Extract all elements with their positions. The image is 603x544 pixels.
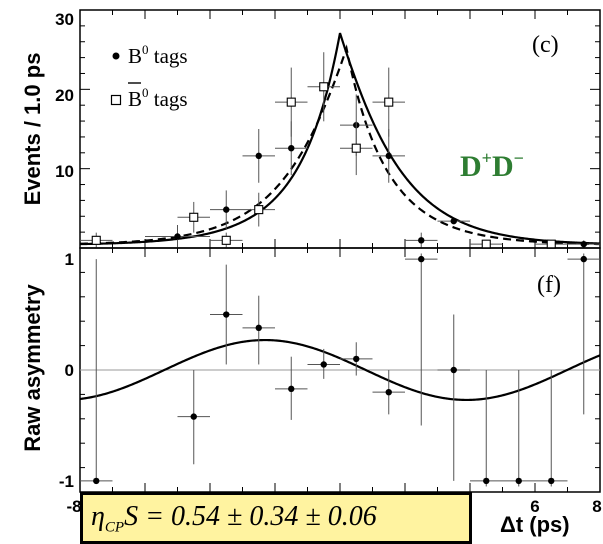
data-point-circle <box>288 144 295 152</box>
data-point-square <box>286 97 296 107</box>
bottom-ytick-label: 1 <box>65 250 74 269</box>
bottom-ytick-labels: -1 0 1 <box>59 250 74 491</box>
data-point-square <box>189 212 199 222</box>
data-point-square <box>351 143 361 153</box>
formula-subscript: CP <box>104 519 125 536</box>
xtick-label: 8 <box>592 497 601 516</box>
top-ytick-label: 10 <box>55 162 74 181</box>
data-point-square <box>319 82 329 92</box>
data-point-circle <box>223 206 230 213</box>
data-point-circle <box>174 233 181 240</box>
formula-rhs: S = 0.54 ± 0.34 ± 0.06 <box>124 501 377 532</box>
top-fit-curves <box>79 32 601 246</box>
data-point-circle <box>580 240 587 248</box>
bottom-ytick-label: -1 <box>59 472 74 491</box>
legend-entry-2: B0 tags <box>128 85 188 111</box>
data-point-circle <box>190 413 197 420</box>
bottom-ytick-label: 0 <box>65 361 74 380</box>
data-point-circle <box>450 217 457 225</box>
data-point-circle <box>93 477 100 485</box>
data-point-circle <box>288 385 295 393</box>
asymmetry-fit-curve <box>79 338 601 402</box>
data-point-circle <box>418 237 425 244</box>
top-ytick-label: 30 <box>55 10 74 29</box>
legend-entry-1: B0 tags <box>128 42 188 68</box>
legend: B0 tags B0 tags <box>110 42 188 111</box>
decay-channel-annotation: D+D− <box>460 148 524 183</box>
data-point-square <box>481 239 491 249</box>
data-point-circle <box>385 388 392 396</box>
top-ylabel: Events / 1.0 ps <box>20 53 45 206</box>
top-ytick-labels: 10 20 30 <box>55 10 74 181</box>
data-point-circle <box>515 477 522 485</box>
data-point-circle <box>353 355 360 363</box>
bottom-data-points <box>80 253 600 487</box>
legend-open-square-marker <box>110 94 122 106</box>
data-point-circle <box>255 324 262 332</box>
data-point-square <box>254 205 264 215</box>
bottom-panel: Raw asymmetry -1 0 1 (f) -8 6 8 Δt (ps) <box>20 247 602 537</box>
data-point-circle <box>580 255 587 263</box>
data-point-square <box>546 239 556 249</box>
top-ticks <box>79 9 601 249</box>
xtick-labels: -8 6 8 <box>66 497 601 516</box>
data-point-circle <box>223 311 230 318</box>
top-panel: Events / 1.0 ps 10 20 30 (c) B0 tags B0 … <box>20 9 601 249</box>
data-point-circle <box>385 152 392 160</box>
bottom-fit-curve <box>79 338 601 402</box>
data-point-square <box>221 235 231 245</box>
fit-curve-dashed <box>79 44 601 246</box>
data-point-circle <box>548 477 555 485</box>
bottom-ylabel: Raw asymmetry <box>20 283 45 451</box>
legend-filled-circle-marker <box>112 52 120 60</box>
fit-curve-solid <box>79 32 601 246</box>
bottom-panel-label: (f) <box>537 272 561 298</box>
top-ytick-label: 20 <box>55 86 74 105</box>
result-formula-box: ηCPS = 0.54 ± 0.34 ± 0.06 <box>80 492 472 544</box>
bottom-ticks <box>79 247 601 493</box>
data-point-circle <box>255 152 262 160</box>
data-point-circle <box>450 366 457 374</box>
top-panel-label: (c) <box>532 32 559 58</box>
data-point-circle <box>483 477 490 485</box>
xtick-label: -8 <box>66 497 81 516</box>
x-axis-label: Δt (ps) <box>500 512 570 537</box>
data-point-square <box>384 97 394 107</box>
xtick-label: 6 <box>530 497 539 516</box>
data-point-circle <box>320 361 327 368</box>
data-point-circle <box>418 255 425 263</box>
formula-eta: η <box>91 501 105 532</box>
data-point-square <box>91 235 101 245</box>
